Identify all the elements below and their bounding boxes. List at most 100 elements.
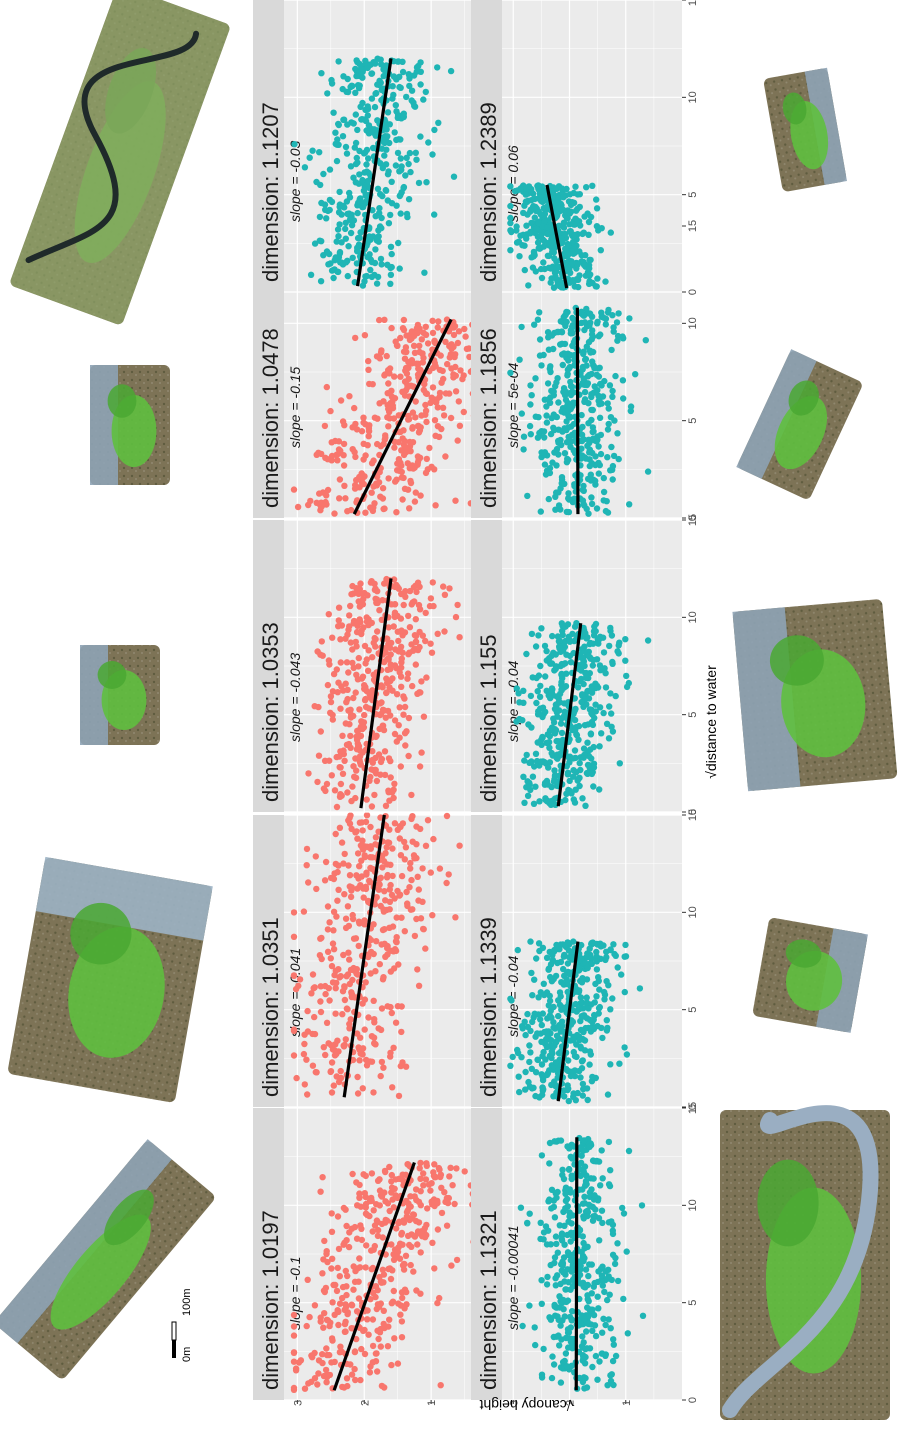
scatter-point xyxy=(318,70,325,77)
scatter-point xyxy=(365,897,372,905)
scatter-point xyxy=(431,337,438,344)
scatter-point xyxy=(437,1173,444,1181)
scatter-point xyxy=(553,445,561,453)
scatter-point xyxy=(395,722,402,729)
scatter-point xyxy=(372,733,379,741)
scatter-point xyxy=(349,783,356,790)
scatter-point xyxy=(364,253,371,261)
scatter-point xyxy=(595,443,602,450)
scatter-point xyxy=(334,1037,341,1044)
scatter-point xyxy=(548,724,556,731)
scatter-point xyxy=(517,1204,525,1211)
scatter-point xyxy=(358,428,366,435)
scatter-point xyxy=(323,492,330,499)
scatter-point xyxy=(381,372,388,379)
scatter-point xyxy=(354,1090,362,1097)
scatter-point xyxy=(378,96,385,104)
scatter-point xyxy=(380,440,387,448)
scatter-point xyxy=(356,171,363,178)
scatter-point xyxy=(371,580,378,587)
scatter-point xyxy=(422,390,430,397)
scatter-point xyxy=(598,225,605,232)
scatter-point xyxy=(577,1026,585,1034)
scatter-point xyxy=(414,1241,421,1248)
scatter-point xyxy=(327,698,335,706)
scatter-point xyxy=(607,1167,614,1174)
scatter-point xyxy=(569,199,576,206)
scatter-point xyxy=(343,150,351,157)
scatter-point xyxy=(328,457,335,464)
scatter-point xyxy=(588,1186,595,1193)
scatter-point xyxy=(398,462,405,469)
scatter-point xyxy=(344,1272,351,1280)
scatter-point xyxy=(415,62,422,70)
scatter-point xyxy=(593,205,601,212)
scatter-point xyxy=(511,187,519,195)
scatter-point xyxy=(381,580,388,587)
scatter-point xyxy=(353,643,360,650)
scatter-point xyxy=(311,1030,319,1038)
scatter-point xyxy=(396,892,403,899)
scatter-point xyxy=(590,632,598,639)
scatter-point xyxy=(615,310,622,317)
scatter-point xyxy=(408,1243,415,1251)
scatter-point xyxy=(550,345,557,353)
scatter-point xyxy=(337,1074,345,1082)
scatter-point xyxy=(610,452,618,460)
scatter-point xyxy=(332,254,339,261)
scatter-point xyxy=(429,384,437,391)
scatter-point xyxy=(540,1229,548,1236)
scatter-point xyxy=(385,220,393,227)
scatter-point xyxy=(352,1267,359,1275)
scatter-point xyxy=(452,497,459,504)
scatter-point xyxy=(352,774,360,782)
scatter-point xyxy=(539,198,546,205)
y-tick-label: 2 xyxy=(359,1400,371,1406)
scatter-point xyxy=(601,1288,608,1296)
scatter-point xyxy=(586,446,593,453)
scatter-point xyxy=(387,774,394,781)
scatter-point xyxy=(368,1170,376,1177)
scatter-point xyxy=(368,803,376,810)
scatter-point xyxy=(644,468,652,475)
scatter-point xyxy=(351,485,359,492)
y-tick-label: 3 xyxy=(292,1400,304,1406)
scatter-point xyxy=(364,112,371,119)
scatter-point xyxy=(614,430,621,437)
scatter-point xyxy=(393,581,400,589)
scatter-point xyxy=(325,261,332,268)
scatter-point xyxy=(547,279,554,286)
scatter-point xyxy=(317,728,324,735)
scatter-point xyxy=(526,1058,533,1066)
scatter-point xyxy=(377,1343,384,1350)
scatter-point xyxy=(568,956,576,963)
scatter-point xyxy=(551,767,558,774)
scatter-point xyxy=(583,305,590,313)
scatter-point xyxy=(599,1282,606,1289)
scatter-point xyxy=(578,445,585,452)
scatter-point xyxy=(589,1363,596,1371)
scatter-point xyxy=(607,946,614,953)
scatter-point xyxy=(344,1382,351,1390)
scatter-point xyxy=(334,268,341,275)
scatter-point xyxy=(609,1230,617,1238)
scatter-point xyxy=(536,336,544,343)
scatter-point xyxy=(361,1350,369,1358)
scatter-point xyxy=(388,178,395,185)
scatter-point xyxy=(350,590,357,597)
fit-line xyxy=(574,1137,579,1391)
scatter-point xyxy=(541,1072,548,1080)
scatter-point xyxy=(350,1286,357,1293)
scatter-point xyxy=(608,710,615,717)
scatter-point xyxy=(351,620,359,627)
scatter-point xyxy=(590,435,597,442)
scatter-point xyxy=(547,801,555,808)
scatter-point xyxy=(534,711,542,718)
scatter-point xyxy=(605,306,612,314)
scatter-point xyxy=(576,987,583,994)
scatter-point xyxy=(596,786,603,793)
scatter-point xyxy=(346,194,354,201)
scatter-point xyxy=(535,940,543,947)
scatter-point xyxy=(337,1343,344,1350)
scatter-point xyxy=(564,309,571,316)
